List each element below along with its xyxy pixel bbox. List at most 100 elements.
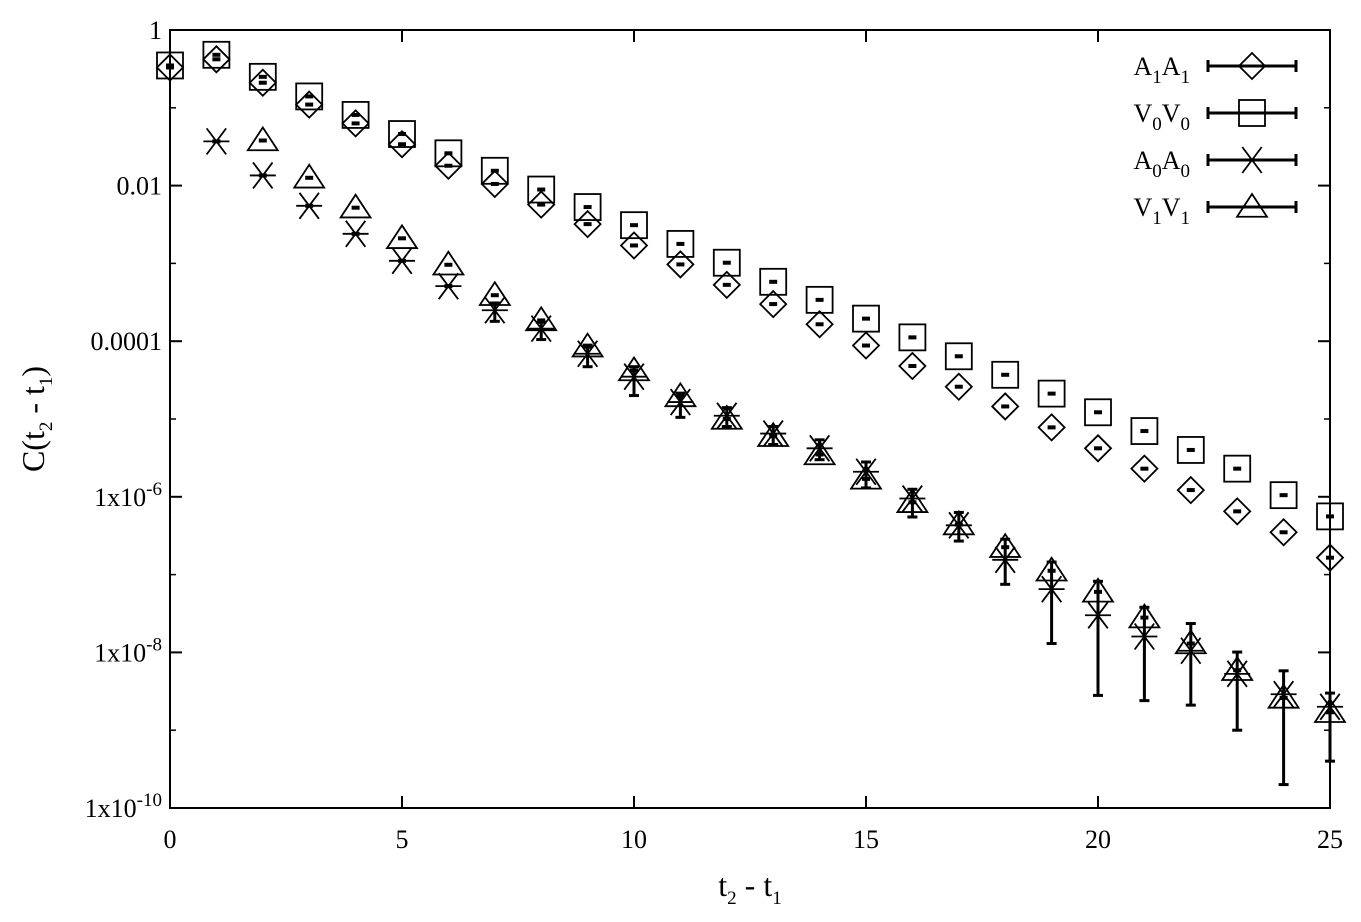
data-point [944, 342, 973, 371]
error-bar [1233, 509, 1242, 514]
data-point [899, 484, 926, 513]
error-bar [862, 476, 870, 481]
x-tick-label: 15 [853, 825, 879, 854]
data-point [295, 82, 324, 111]
data-point [434, 151, 463, 181]
error-bar [1186, 641, 1195, 646]
data-point [852, 304, 880, 333]
error-bar [1140, 615, 1149, 620]
data-point [202, 45, 231, 74]
data-point [526, 190, 556, 219]
error-bar [722, 282, 731, 287]
error-bar [1094, 410, 1102, 415]
data-point [480, 169, 510, 199]
error-bar [490, 168, 499, 173]
error-bar [769, 279, 778, 284]
error-bar [676, 241, 685, 246]
data-point [202, 40, 231, 69]
data-point [570, 332, 605, 358]
error-bar [908, 335, 917, 340]
data-point [617, 355, 651, 382]
error-bar [398, 142, 406, 147]
data-point [805, 310, 834, 339]
error-bar [212, 57, 221, 62]
error-bar [630, 223, 638, 228]
plot-frame [169, 29, 1331, 809]
error-bar [351, 121, 360, 126]
y-tick-label: 0.0001 [91, 327, 163, 356]
data-point [294, 90, 324, 119]
data-point [805, 285, 834, 314]
data-point [991, 360, 1020, 389]
x-tick-label: 20 [1085, 825, 1111, 854]
x-tick-label: 25 [1317, 825, 1343, 854]
error-bar [583, 205, 592, 210]
data-point [478, 280, 512, 306]
error-bar [1233, 668, 1242, 673]
error-bar [908, 500, 917, 505]
error-bar [676, 394, 685, 399]
data-point [480, 156, 509, 185]
data-point [431, 250, 466, 276]
data-point [1269, 517, 1298, 547]
error-bar [398, 236, 406, 241]
data-point [248, 68, 278, 98]
chart-marks [155, 40, 1347, 787]
data-point [758, 289, 788, 319]
data-point [853, 458, 879, 486]
error-bar [769, 434, 778, 439]
legend-marker [1235, 192, 1269, 218]
data-point [341, 109, 370, 138]
error-bar [815, 322, 824, 327]
error-bar [862, 316, 870, 321]
error-bar [1279, 493, 1288, 498]
data-point [1174, 628, 1208, 655]
data-point [1130, 417, 1159, 445]
data-point [942, 509, 976, 536]
data-point [1270, 680, 1297, 708]
error-bar [676, 262, 685, 267]
error-bar [1186, 447, 1195, 452]
error-bar [908, 363, 917, 368]
error-bar [1047, 568, 1056, 573]
error-bar [1140, 429, 1149, 434]
data-point [1127, 602, 1162, 629]
data-point [1037, 379, 1066, 408]
legend-label: V1V1 [1133, 193, 1190, 229]
x-axis-title: t2 - t1 [718, 867, 781, 909]
x-tick-label: 10 [621, 825, 647, 854]
data-point [573, 193, 602, 221]
data-point [666, 230, 695, 258]
data-point [246, 125, 280, 152]
error-bar [1001, 545, 1010, 550]
data-point [1269, 481, 1298, 510]
error-bar [258, 138, 267, 143]
error-bar [1047, 425, 1056, 430]
data-point [292, 163, 326, 189]
error-bar [630, 368, 638, 373]
error-bar [305, 102, 314, 107]
data-point [481, 296, 508, 324]
error-bar [305, 175, 314, 180]
series-V0V0 [156, 40, 1344, 531]
y-tick-label: 1x10-8 [94, 634, 162, 667]
data-point [1224, 660, 1251, 688]
error-bar [1094, 589, 1102, 594]
data-point [296, 192, 323, 220]
error-bar [444, 262, 453, 267]
data-point [1176, 475, 1206, 505]
data-point [338, 193, 373, 219]
data-point [988, 532, 1022, 558]
data-point [1223, 454, 1252, 483]
data-point [663, 381, 698, 408]
x-tick-label: 0 [164, 825, 177, 854]
error-bar [351, 112, 360, 117]
error-bar [537, 202, 546, 207]
error-bar [1094, 446, 1102, 451]
data-point [944, 372, 974, 401]
series-A0A0 [203, 127, 1343, 787]
series-V1V1 [246, 125, 1347, 723]
data-point [387, 129, 417, 159]
data-point [527, 175, 556, 204]
data-point [990, 392, 1020, 421]
